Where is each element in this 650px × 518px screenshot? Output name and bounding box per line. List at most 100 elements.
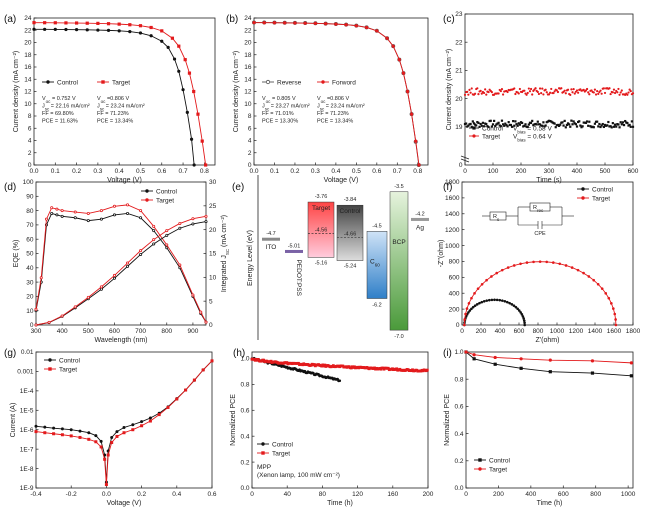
y-tick-label: 0 bbox=[28, 162, 32, 169]
x-tick-label: -0.4 bbox=[30, 491, 42, 498]
data-point bbox=[48, 358, 52, 362]
data-point bbox=[74, 21, 79, 25]
data-point bbox=[391, 44, 395, 48]
data-point bbox=[140, 424, 144, 428]
data-point bbox=[588, 93, 591, 96]
data-point bbox=[201, 368, 205, 372]
data-point bbox=[160, 39, 164, 43]
data-point bbox=[617, 87, 620, 91]
mpp-condition: (Xenon lamp, 100 mW cm⁻²) bbox=[257, 472, 340, 479]
x-tick-label: 40 bbox=[284, 491, 292, 498]
panel-label: (c) bbox=[443, 14, 455, 25]
x-tick-label: 700 bbox=[135, 328, 146, 335]
y-tick-label: 8 bbox=[28, 113, 32, 120]
series-line bbox=[35, 221, 207, 326]
data-point bbox=[417, 163, 421, 167]
data-point bbox=[611, 122, 614, 125]
data-point bbox=[283, 21, 287, 25]
data-point bbox=[501, 123, 505, 126]
data-point bbox=[555, 124, 558, 127]
data-point bbox=[471, 305, 475, 309]
data-point bbox=[73, 210, 77, 214]
data-point bbox=[471, 120, 474, 123]
annotation: Jsc = 22.16 mA/cm² bbox=[42, 104, 90, 112]
data-point bbox=[34, 430, 38, 434]
data-point bbox=[601, 122, 604, 126]
x-tick-label: 0.8 bbox=[200, 168, 209, 175]
y-tick-label: 0 bbox=[459, 162, 463, 169]
series-line bbox=[35, 204, 207, 323]
data-point bbox=[566, 122, 570, 125]
data-point bbox=[517, 309, 521, 312]
data-point bbox=[631, 92, 635, 95]
data-point bbox=[523, 321, 526, 325]
data-point bbox=[540, 124, 543, 127]
y-tick-label: 30 bbox=[26, 279, 34, 286]
data-point bbox=[546, 120, 549, 123]
data-point bbox=[86, 211, 90, 215]
annotation: Voc =0.806 V bbox=[97, 96, 129, 104]
circuit-cpe-label: CPE bbox=[534, 231, 546, 237]
data-point bbox=[542, 93, 545, 96]
level-value: -5.24 bbox=[344, 264, 357, 270]
data-point bbox=[495, 298, 499, 302]
data-point bbox=[99, 439, 103, 443]
data-point bbox=[542, 121, 545, 124]
x-tick-label: 0.3 bbox=[311, 168, 320, 175]
y-tick-label: 24 bbox=[244, 15, 252, 22]
y-tick-label: 23 bbox=[455, 11, 463, 18]
data-point bbox=[493, 355, 497, 360]
data-point bbox=[78, 429, 82, 433]
y-tick-label: 70 bbox=[26, 222, 34, 229]
y-tick-label: 0.6 bbox=[240, 407, 249, 414]
data-point bbox=[476, 120, 479, 124]
data-point bbox=[537, 92, 541, 96]
y-tick-label: 0.001 bbox=[17, 369, 34, 376]
y-tick-label: 8 bbox=[248, 113, 252, 120]
data-point bbox=[571, 123, 574, 126]
data-point bbox=[53, 27, 57, 31]
data-point bbox=[507, 121, 510, 124]
data-point bbox=[476, 87, 479, 90]
data-point bbox=[191, 217, 195, 221]
data-point bbox=[139, 209, 143, 213]
data-point bbox=[177, 69, 181, 73]
data-point bbox=[32, 21, 36, 25]
data-point bbox=[64, 27, 68, 32]
data-point bbox=[261, 451, 265, 455]
data-point bbox=[94, 440, 98, 444]
data-point bbox=[364, 25, 369, 30]
x-tick-label: 300 bbox=[31, 328, 42, 335]
data-point bbox=[126, 211, 130, 215]
data-point bbox=[199, 310, 203, 314]
data-point bbox=[145, 198, 149, 202]
data-point bbox=[538, 123, 542, 126]
data-point bbox=[558, 262, 562, 266]
data-point bbox=[498, 124, 501, 127]
data-point bbox=[157, 413, 161, 417]
x-axis-title: Time (h) bbox=[537, 500, 563, 507]
data-point bbox=[565, 123, 569, 127]
data-point bbox=[473, 92, 477, 95]
x-tick-label: 200 bbox=[476, 328, 487, 335]
data-point bbox=[262, 21, 266, 25]
data-point bbox=[616, 91, 619, 94]
panel-label: (g) bbox=[4, 348, 16, 359]
data-point bbox=[527, 123, 530, 126]
data-point bbox=[537, 123, 541, 126]
data-point bbox=[562, 124, 565, 127]
x-tick-label: 0.4 bbox=[115, 168, 124, 175]
data-point bbox=[600, 124, 603, 127]
y-axis-title: EQE (%) bbox=[13, 240, 20, 268]
data-point bbox=[175, 397, 179, 401]
x-tick-label: 900 bbox=[187, 328, 198, 335]
data-point bbox=[506, 90, 509, 94]
data-point bbox=[547, 119, 551, 122]
y-tick-label: 1E-7 bbox=[20, 446, 34, 453]
data-point bbox=[533, 123, 536, 126]
data-point bbox=[480, 300, 484, 304]
data-point bbox=[475, 303, 479, 306]
data-point bbox=[128, 29, 132, 34]
level-value: -5.01 bbox=[288, 243, 301, 249]
data-point bbox=[512, 304, 516, 307]
